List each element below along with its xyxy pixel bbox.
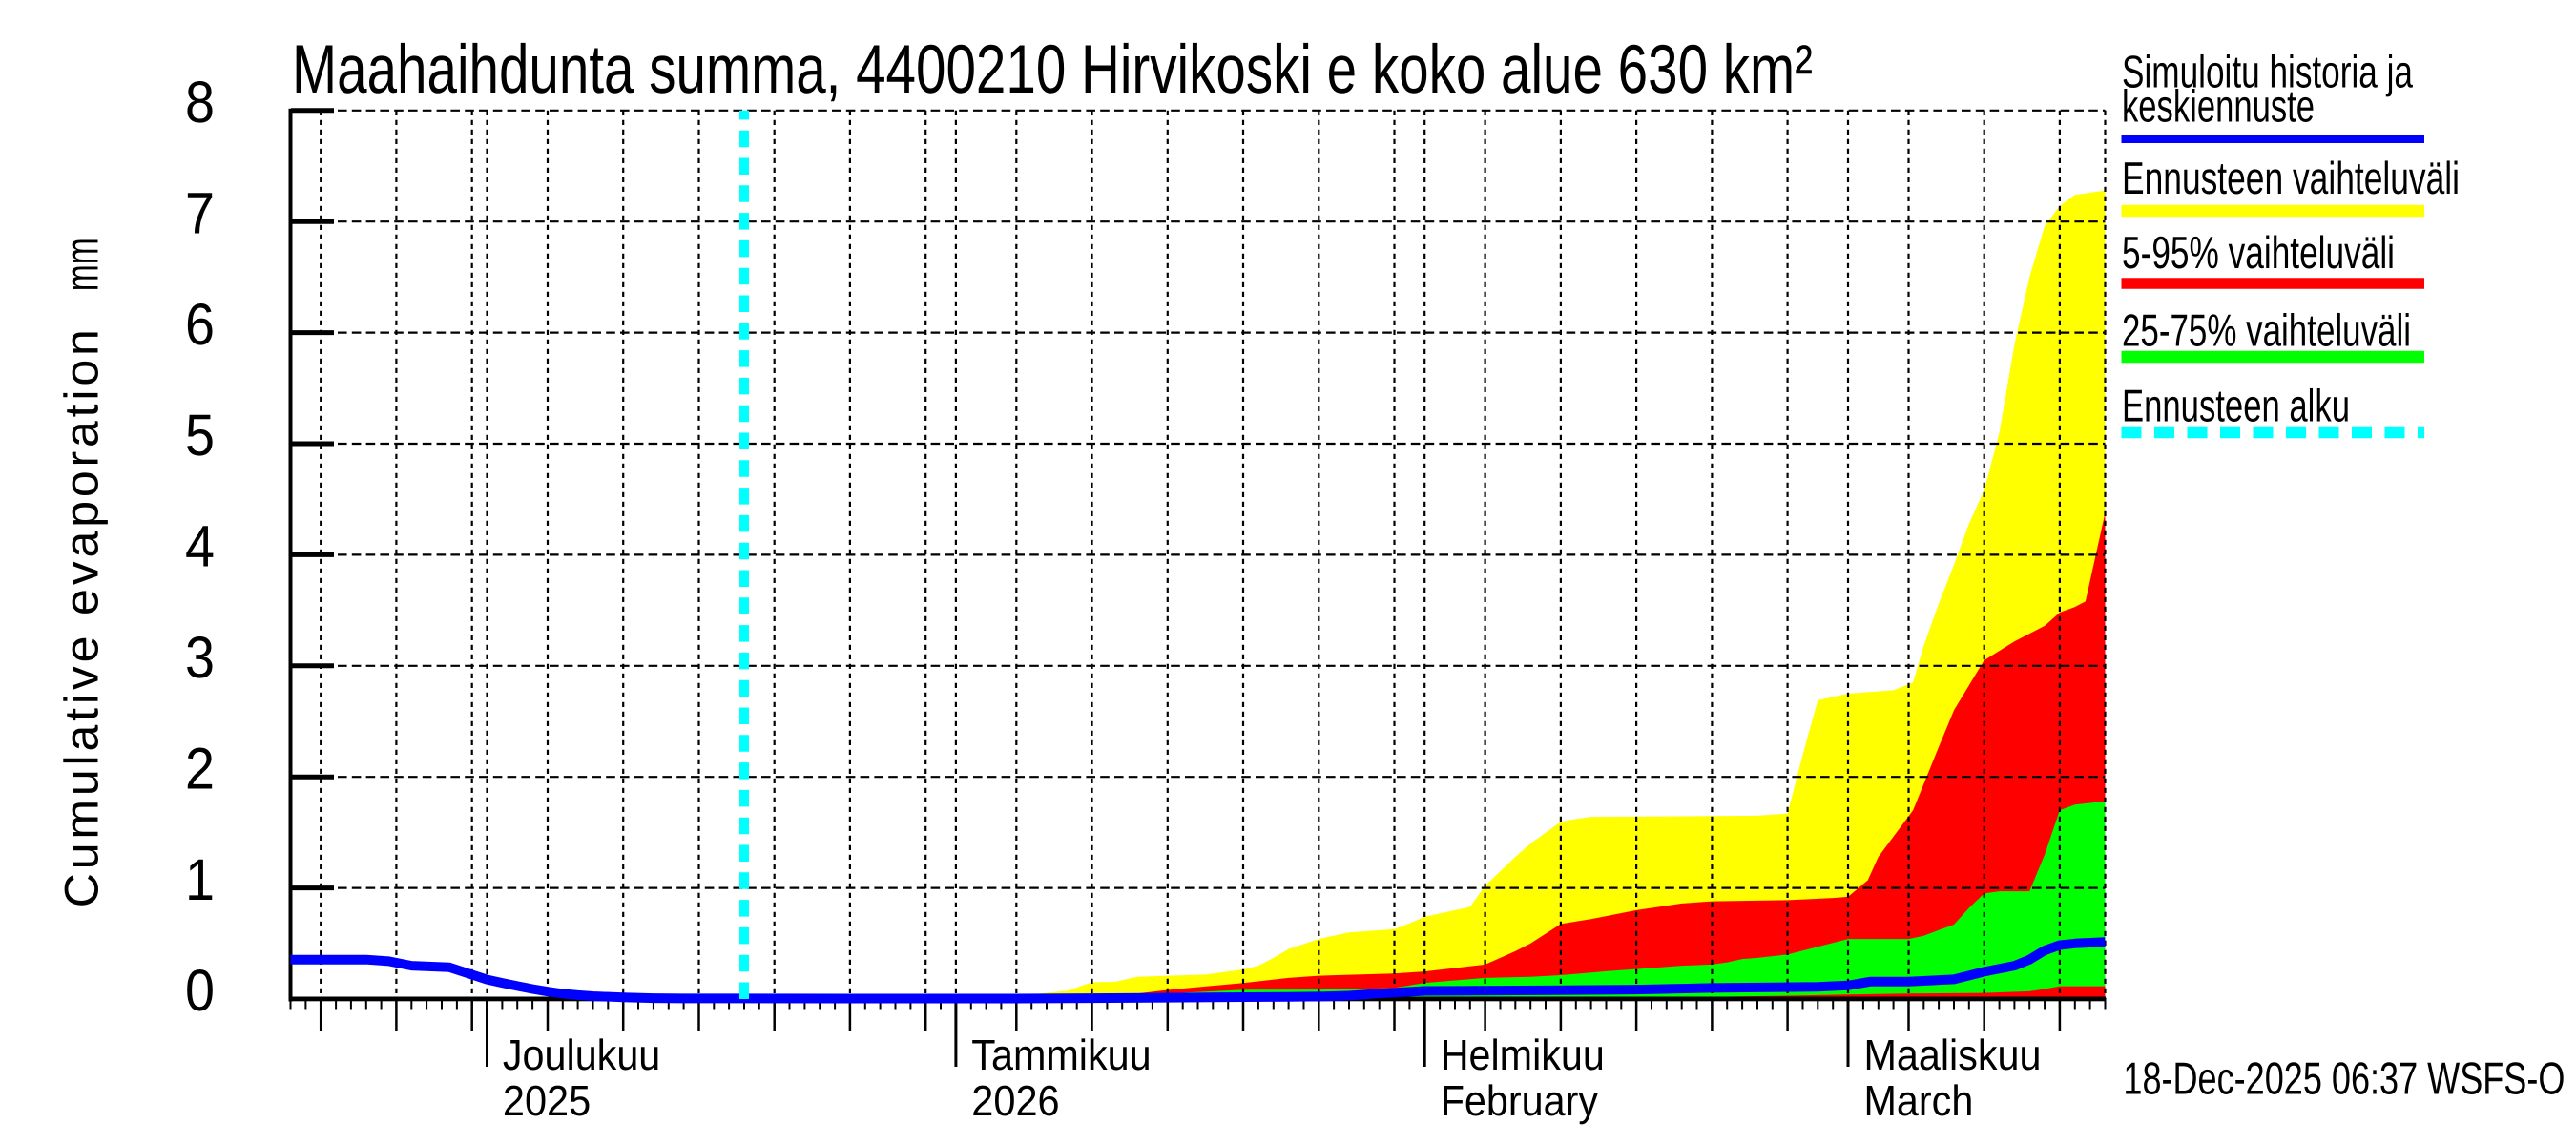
svg-text:1: 1 <box>185 847 215 913</box>
svg-text:March: March <box>1864 1076 1974 1125</box>
svg-text:7: 7 <box>185 180 215 246</box>
svg-text:18-Dec-2025 06:37 WSFS-O: 18-Dec-2025 06:37 WSFS-O <box>2123 1054 2565 1105</box>
svg-text:2: 2 <box>185 736 215 802</box>
svg-text:Ennusteen alku: Ennusteen alku <box>2122 381 2350 431</box>
svg-text:25-75% vaihteluväli: 25-75% vaihteluväli <box>2122 306 2411 357</box>
svg-text:5-95% vaihteluväli: 5-95% vaihteluväli <box>2122 228 2395 279</box>
svg-text:Maaliskuu: Maaliskuu <box>1864 1030 2042 1079</box>
svg-text:Maahaihdunta summa, 4400210 Hi: Maahaihdunta summa, 4400210 Hirvikoski e… <box>292 31 1813 108</box>
svg-text:0: 0 <box>185 958 215 1024</box>
svg-text:Joulukuu: Joulukuu <box>503 1030 660 1079</box>
svg-text:5: 5 <box>185 403 215 468</box>
svg-text:3: 3 <box>185 625 215 691</box>
svg-text:2025: 2025 <box>503 1076 591 1125</box>
svg-text:6: 6 <box>185 292 215 358</box>
svg-text:Tammikuu: Tammikuu <box>971 1030 1151 1079</box>
svg-text:Simuloitu historia ja: Simuloitu historia ja <box>2122 48 2413 98</box>
svg-text:February: February <box>1441 1076 1599 1125</box>
svg-text:Helmikuu: Helmikuu <box>1441 1030 1605 1079</box>
svg-text:2026: 2026 <box>971 1076 1059 1125</box>
svg-text:mm: mm <box>54 238 108 291</box>
svg-text:keskiennuste: keskiennuste <box>2122 81 2315 132</box>
svg-text:8: 8 <box>185 70 215 135</box>
svg-text:4: 4 <box>185 514 215 580</box>
svg-text:Ennusteen vaihteluväli: Ennusteen vaihteluväli <box>2122 154 2460 204</box>
